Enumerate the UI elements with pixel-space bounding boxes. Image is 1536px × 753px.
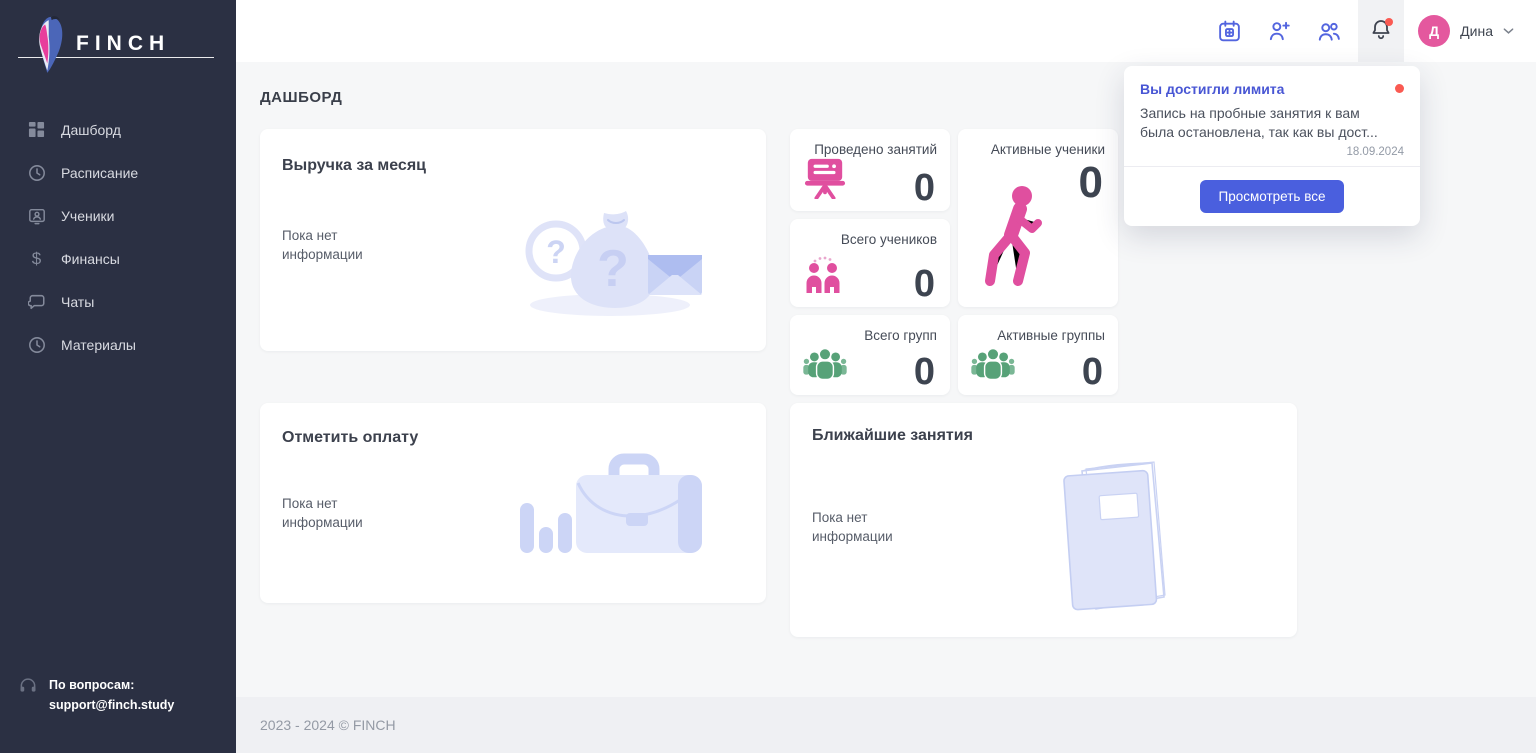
stat-label: Активные группы (997, 328, 1105, 343)
stat-value: 0 (1081, 351, 1103, 393)
notification-dropdown: Вы достигли лимита Запись на пробные зан… (1124, 66, 1420, 226)
dollar-icon: $ (31, 248, 42, 268)
sidebar-nav: Дашборд Расписание Ученики $ Финансы (0, 108, 236, 366)
user-name: Дина (1460, 23, 1493, 39)
payment-empty-text: Пока нет информации (282, 496, 363, 530)
unread-dot-icon (1395, 84, 1404, 93)
sidebar-item-chats[interactable]: Чаты (0, 280, 236, 323)
sidebar-item-students[interactable]: Ученики (0, 194, 236, 237)
copyright-text: 2023 - 2024 © FINCH (260, 717, 396, 733)
sidebar-item-label: Финансы (61, 250, 120, 267)
stat-label: Проведено занятий (814, 142, 937, 157)
stat-card-total-groups: Всего групп (790, 315, 950, 395)
money-bag-illustration: ? ? (525, 211, 702, 316)
dashboard-grid-icon (27, 120, 46, 139)
people-group-icon (802, 345, 848, 383)
sidebar-item-label: Материалы (61, 336, 136, 353)
svg-text:?: ? (597, 240, 629, 298)
upcoming-card-title: Ближайшие занятия (812, 427, 973, 444)
revenue-card-title: Выручка за месяц (282, 157, 426, 174)
avatar: Д (1418, 15, 1451, 47)
support-email[interactable]: support@finch.study (49, 698, 175, 712)
stat-card-active-groups: Активные группы (958, 315, 1118, 395)
dashboard-content: ДАШБОРД Выручка за месяц Пока нет информ… (236, 62, 1536, 697)
notification-body: Запись на пробные занятия к вам была ост… (1140, 105, 1378, 141)
main-area: Д Дина Вы достигли лимита Запись на проб… (236, 0, 1536, 753)
stat-value: 0 (913, 263, 935, 305)
logo[interactable]: FINCH (0, 0, 236, 78)
notification-item[interactable]: Вы достигли лимита Запись на пробные зан… (1124, 66, 1420, 166)
support-label: По вопросам: (49, 678, 135, 692)
notification-date: 18.09.2024 (1346, 145, 1404, 158)
user-add-icon[interactable] (1266, 18, 1292, 44)
sidebar-item-label: Дашборд (61, 121, 121, 138)
clock-icon (27, 335, 46, 354)
support-contact[interactable]: По вопросам: support@finch.study (18, 675, 174, 715)
sidebar-item-schedule[interactable]: Расписание (0, 151, 236, 194)
revenue-empty-text: Пока нет информации (282, 228, 363, 262)
finch-bird-icon (39, 16, 63, 73)
brand-name: FINCH (76, 32, 171, 55)
bell-icon (1369, 17, 1393, 46)
chat-bubble-icon (27, 292, 46, 311)
page-title: ДАШБОРД (260, 89, 343, 106)
svg-text:?: ? (546, 234, 566, 270)
sidebar-item-label: Расписание (61, 164, 139, 181)
upcoming-lessons-card: Ближайшие занятия Пока нет информации (790, 403, 1297, 637)
payment-card: Отметить оплату Пока нет информации (260, 403, 766, 603)
stat-value: 0 (1078, 158, 1103, 207)
top-bar: Д Дина (236, 0, 1536, 62)
sidebar: FINCH Дашборд Расписание Ученики (0, 0, 236, 753)
notifications-button[interactable] (1358, 0, 1405, 62)
view-all-button[interactable]: Просмотреть все (1199, 179, 1345, 213)
stat-card-lessons: Проведено занятий (790, 129, 950, 211)
notification-title: Вы достигли лимита (1140, 81, 1285, 97)
stat-value: 0 (913, 167, 935, 209)
chevron-down-icon (1503, 27, 1514, 35)
two-students-icon (802, 255, 846, 295)
unread-badge (1385, 18, 1394, 26)
people-group-icon (970, 345, 1016, 383)
clock-icon (27, 163, 46, 182)
revenue-card: Выручка за месяц Пока нет информации ? ? (260, 129, 766, 351)
headphones-icon (18, 675, 38, 700)
sidebar-item-dashboard[interactable]: Дашборд (0, 108, 236, 151)
book-illustration (1063, 461, 1166, 611)
stat-card-total-students: Всего учеников 0 (790, 219, 950, 307)
users-icon[interactable] (1316, 18, 1342, 44)
sidebar-item-materials[interactable]: Материалы (0, 323, 236, 366)
stat-value: 0 (913, 351, 935, 393)
logo-underline (18, 57, 214, 58)
student-card-icon (27, 206, 46, 225)
user-menu[interactable]: Д Дина (1404, 15, 1536, 47)
stat-label: Всего групп (864, 328, 937, 343)
footer: 2023 - 2024 © FINCH (236, 697, 1536, 753)
sidebar-item-label: Чаты (61, 293, 95, 310)
walking-person-icon (980, 183, 1046, 291)
calendar-add-icon[interactable] (1217, 19, 1242, 44)
upcoming-empty-text: Пока нет информации (812, 510, 893, 544)
presentation-board-icon (802, 157, 848, 199)
sidebar-item-finance[interactable]: $ Финансы (0, 237, 236, 280)
stat-card-active-students: Активные ученики 0 (958, 129, 1118, 307)
payment-card-title: Отметить оплату (282, 429, 419, 446)
stat-label: Активные ученики (990, 142, 1105, 157)
stats-grid: Проведено занятий (790, 129, 1297, 395)
sidebar-item-label: Ученики (61, 207, 115, 224)
briefcase-illustration (520, 453, 702, 553)
stat-label: Всего учеников (840, 232, 937, 247)
